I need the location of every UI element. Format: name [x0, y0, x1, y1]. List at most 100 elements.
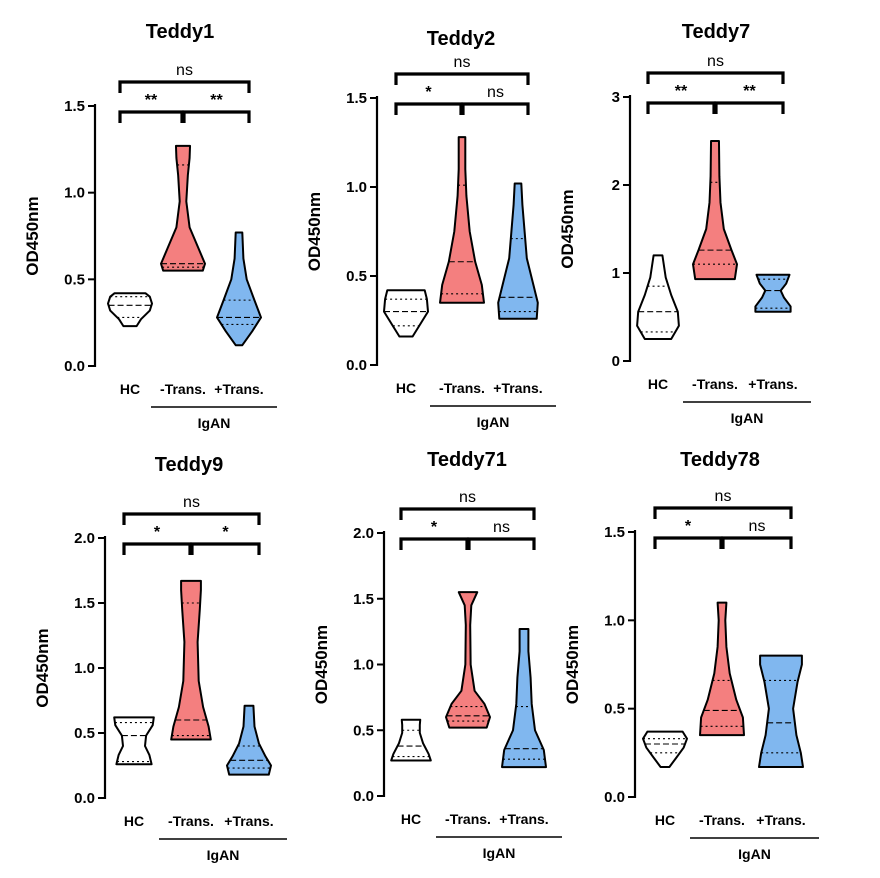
y-axis-label: OD450nm	[33, 628, 52, 707]
y-tick-label: 1	[612, 265, 620, 282]
y-tick-label: 1.5	[74, 595, 95, 612]
x-category-label: -Trans.	[439, 380, 485, 396]
significance-label: **	[675, 83, 688, 100]
y-tick-label: 2.0	[353, 525, 374, 542]
significance-bracket	[653, 536, 723, 549]
violin-panel-teddy9: Teddy9 0.0 0.5 1.0 1.5 2.0 OD450nm HC -Trans. +Tr…	[33, 454, 287, 863]
y-tick-label: 1.5	[64, 98, 85, 115]
significance-bracket	[118, 80, 251, 93]
significance-label: ns	[454, 54, 471, 71]
violin-minus-trans	[160, 144, 206, 272]
panel-title: Teddy7	[682, 21, 751, 43]
violin-panel-teddy71: Teddy71 0.0 0.5 1.0 1.5 2.0 OD450nm HC -Trans. +T…	[312, 449, 562, 861]
x-category-label: +Trans.	[224, 813, 273, 829]
violin-minus-trans	[699, 601, 745, 737]
significance-bracket	[394, 102, 463, 115]
significance-label: ns	[493, 519, 510, 536]
significance-bracket	[118, 110, 184, 123]
y-tick-label: 1.5	[353, 591, 374, 608]
x-category-label: HC	[396, 380, 416, 396]
significance-label: *	[431, 519, 438, 536]
x-category-label: +Trans.	[748, 376, 797, 392]
significance-label: *	[425, 84, 432, 101]
violin-plus-trans	[216, 231, 262, 347]
y-axis-label: OD450nm	[558, 189, 577, 268]
violin-panel-teddy1: Teddy1 0.0 0.5 1.0 1.5 OD450nm HC -Trans. +Trans…	[23, 21, 277, 431]
significance-label: *	[685, 518, 692, 535]
x-category-label: +Trans.	[493, 380, 542, 396]
x-category-label: HC	[124, 813, 144, 829]
y-tick-label: 1.5	[604, 524, 625, 541]
significance-bracket	[182, 110, 251, 123]
significance-label: *	[154, 524, 161, 541]
group-label: IgAN	[207, 847, 240, 863]
significance-bracket	[394, 72, 530, 85]
significance-label: ns	[459, 489, 476, 506]
x-category-label: -Trans.	[168, 813, 214, 829]
x-category-label: -Trans.	[445, 811, 491, 827]
violin-hc	[390, 718, 432, 762]
significance-label: ns	[183, 494, 200, 511]
group-label: IgAN	[483, 845, 516, 861]
violin-panel-teddy2: Teddy2 0.0 0.5 1.0 1.5 OD450nm HC -Trans. +Trans…	[305, 28, 556, 430]
violin-plus-trans	[226, 704, 272, 776]
y-tick-label: 1.0	[64, 185, 85, 202]
y-tick-label: 0.0	[74, 790, 95, 807]
x-category-label: -Trans.	[160, 381, 206, 397]
violin-plus-trans	[754, 273, 792, 313]
y-tick-label: 1.0	[74, 660, 95, 677]
y-tick-label: 0.0	[353, 788, 374, 805]
group-label: IgAN	[731, 410, 764, 426]
y-tick-label: 1.0	[604, 612, 625, 629]
panel-title: Teddy1	[146, 21, 215, 43]
x-category-label: HC	[120, 381, 140, 397]
y-tick-label: 2	[612, 177, 620, 194]
violin-hc	[107, 292, 153, 328]
y-axis-label: OD450nm	[23, 196, 42, 275]
y-tick-label: 0	[612, 353, 620, 370]
violin-plus-trans	[501, 627, 547, 769]
y-tick-label: 1.0	[353, 657, 374, 674]
y-tick-label: 0.5	[353, 722, 374, 739]
panel-title: Teddy2	[427, 28, 496, 50]
y-tick-label: 0.5	[604, 701, 625, 718]
y-tick-label: 1.5	[346, 90, 367, 107]
violin-hc	[642, 730, 688, 768]
x-category-label: +Trans.	[499, 811, 548, 827]
significance-bracket	[467, 537, 536, 550]
significance-label: ns	[707, 53, 724, 70]
y-tick-label: 0.5	[346, 268, 367, 285]
y-tick-label: 0.5	[64, 271, 85, 288]
significance-label: ns	[487, 84, 504, 101]
significance-label: ns	[715, 488, 732, 505]
significance-label: **	[145, 92, 158, 109]
significance-bracket	[122, 512, 261, 525]
violin-panel-teddy78: Teddy78 0.0 0.5 1.0 1.5 OD450nm HC -Trans. +Tran…	[563, 449, 819, 862]
violin-minus-trans	[692, 140, 738, 281]
significance-bracket	[721, 536, 793, 549]
significance-bracket	[399, 507, 536, 520]
violin-hc	[113, 716, 155, 766]
violin-minus-trans	[445, 591, 491, 729]
x-category-label: -Trans.	[699, 812, 745, 828]
significance-bracket	[714, 101, 785, 114]
violin-hc	[636, 254, 680, 340]
significance-bracket	[399, 537, 469, 550]
y-tick-label: 3	[612, 89, 620, 106]
significance-label: **	[743, 83, 756, 100]
violin-plus-trans	[758, 654, 804, 768]
significance-bracket	[190, 542, 261, 555]
significance-bracket	[646, 101, 716, 114]
significance-bracket	[653, 506, 793, 519]
y-tick-label: 0.0	[346, 357, 367, 374]
violin-minus-trans	[170, 579, 212, 741]
y-axis-label: OD450nm	[563, 625, 582, 704]
x-category-label: +Trans.	[756, 812, 805, 828]
y-tick-label: 0.0	[604, 789, 625, 806]
panel-title: Teddy78	[680, 449, 760, 471]
y-tick-label: 0.0	[64, 358, 85, 375]
group-label: IgAN	[477, 414, 510, 430]
y-tick-label: 2.0	[74, 530, 95, 547]
violin-panel-teddy7: Teddy7 0 1 2 3 OD450nm HC -Trans. +Trans. IgAN ns *…	[558, 21, 811, 426]
